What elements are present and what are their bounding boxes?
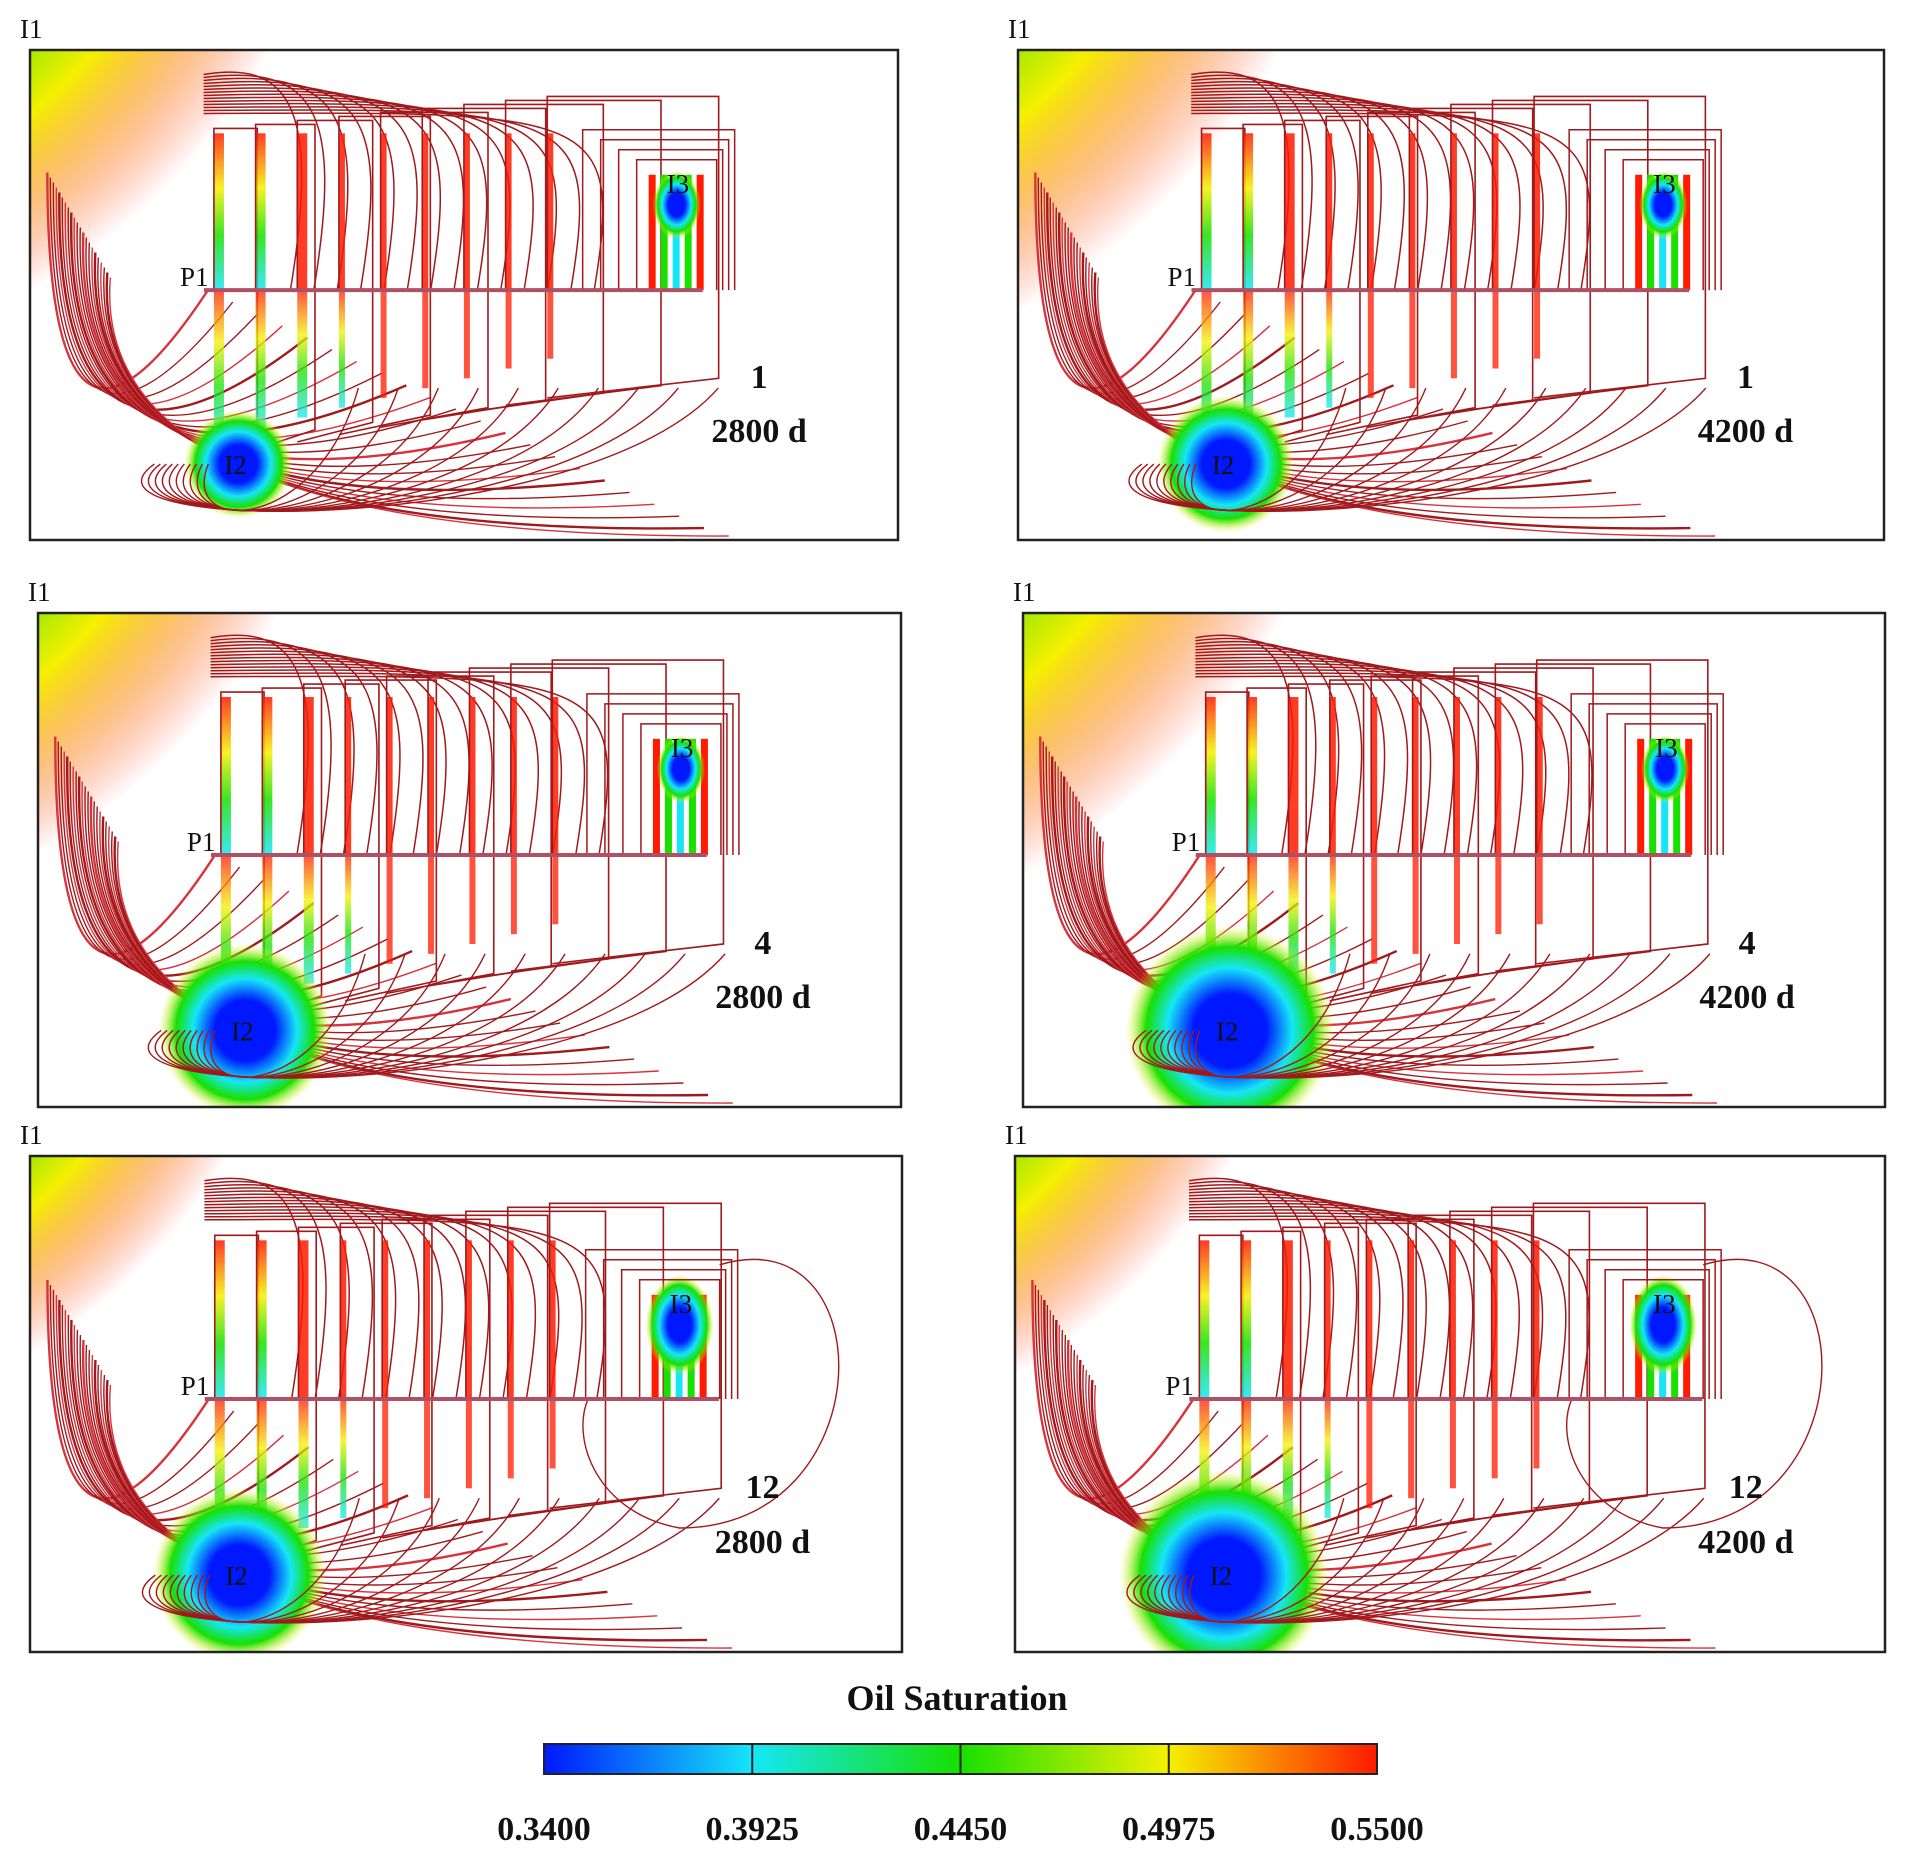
colorbar-tick-labels: 0.3400 0.3925 0.4450 0.4975 0.5500 <box>497 1811 1424 1848</box>
well-label-p1: P1 <box>187 827 216 857</box>
panel-frame <box>36 611 903 1109</box>
panel-5: I1 P1 I2 I3 12 2800 d <box>20 1120 904 1654</box>
colorbar-tick: 0.4975 <box>1122 1811 1216 1848</box>
injector-i3-region <box>581 129 736 291</box>
case-label: 1 <box>751 359 768 396</box>
panel-1: I1 P1 I2 I3 1 2800 d <box>20 14 900 542</box>
i2-streamlines <box>1128 387 1707 512</box>
case-label: 12 <box>745 1469 779 1506</box>
well-label-i3: I3 <box>1655 733 1678 763</box>
well-label-p1: P1 <box>1165 1371 1194 1401</box>
well-label-i3: I3 <box>1653 169 1676 199</box>
well-label-i1: I1 <box>1013 577 1036 607</box>
well-label-p1: P1 <box>1168 262 1197 292</box>
injector-i3-region <box>1568 129 1722 291</box>
fracture-columns <box>1198 1202 1706 1569</box>
well-label-i2: I2 <box>225 1561 248 1591</box>
injector-i1-plume <box>38 613 368 943</box>
injector-i3-region <box>582 1249 840 1529</box>
i2-streamlines <box>1126 1497 1705 1624</box>
fracture-columns <box>1200 95 1707 458</box>
i2-streamlines <box>141 387 719 512</box>
fracture-columns <box>220 659 725 1024</box>
injector-i3-region <box>586 693 740 856</box>
case-label: 4 <box>754 925 771 962</box>
time-label: 4200 d <box>1698 1524 1794 1561</box>
well-label-i1: I1 <box>28 577 51 607</box>
well-label-i1: I1 <box>20 14 43 44</box>
injector-i3-region <box>1570 693 1724 856</box>
oil-saturation-colorbar: Oil Saturation 0.3400 0.3925 0.4450 0.4975 0… <box>497 1678 1424 1848</box>
injector-i1-plume <box>1015 1156 1315 1456</box>
panel-2: I1 P1 I2 I3 1 4200 d <box>1008 14 1886 542</box>
well-label-i3: I3 <box>671 733 694 763</box>
case-label: 12 <box>1729 1469 1763 1506</box>
well-label-p1: P1 <box>1172 827 1201 857</box>
panel-6: I1 P1 I2 I3 12 4200 d <box>1005 1120 1887 1654</box>
injector-i2-plume <box>1119 1470 1329 1652</box>
well-label-i2: I2 <box>1210 1561 1233 1591</box>
i2-streamlines <box>147 953 726 1079</box>
colorbar-tick: 0.3925 <box>706 1811 800 1848</box>
colorbar-dividers <box>751 1744 1170 1774</box>
case-label: 1 <box>1737 359 1754 396</box>
time-label: 2800 d <box>715 979 811 1016</box>
well-label-i2: I2 <box>224 450 247 480</box>
well-label-i1: I1 <box>20 1120 43 1150</box>
well-label-i2: I2 <box>1212 450 1235 480</box>
injector-i2-plume <box>1125 926 1335 1107</box>
panel-frame <box>1021 611 1887 1109</box>
well-label-i3: I3 <box>1653 1289 1676 1319</box>
panel-frame <box>28 1154 904 1654</box>
panel-3: I1 P1 I2 I3 4 2800 d <box>28 577 903 1109</box>
fracture-columns <box>213 1202 723 1569</box>
panel-frame <box>1013 1154 1887 1654</box>
time-label: 2800 d <box>711 413 807 450</box>
i2-streamlines <box>142 1497 720 1624</box>
i2-streamlines <box>1132 953 1711 1079</box>
colorbar-tick: 0.5500 <box>1330 1811 1424 1848</box>
well-label-p1: P1 <box>181 1371 210 1401</box>
injector-i2-plume <box>184 410 293 519</box>
well-label-i2: I2 <box>231 1016 254 1046</box>
well-label-i3: I3 <box>667 169 690 199</box>
time-label: 4200 d <box>1698 413 1794 450</box>
panel-4: I1 P1 I2 I3 4 4200 d <box>1013 577 1887 1109</box>
injector-i1-plume <box>30 50 360 380</box>
time-label: 2800 d <box>715 1524 811 1561</box>
well-label-i1: I1 <box>1005 1120 1028 1150</box>
panel-frame <box>1016 48 1886 542</box>
case-label: 4 <box>1739 925 1756 962</box>
time-label: 4200 d <box>1699 979 1795 1016</box>
well-label-i3: I3 <box>670 1289 693 1319</box>
colorbar-title: Oil Saturation <box>846 1678 1067 1718</box>
fracture-columns <box>213 95 720 458</box>
colorbar-tick: 0.3400 <box>497 1811 591 1848</box>
panel-frame <box>28 48 900 542</box>
injector-i3-region <box>1565 1249 1823 1529</box>
well-label-i1: I1 <box>1008 14 1031 44</box>
injector-i1-plume <box>30 1156 300 1426</box>
well-label-i2: I2 <box>1216 1016 1239 1046</box>
well-label-p1: P1 <box>180 262 209 292</box>
colorbar-tick: 0.4450 <box>914 1811 1008 1848</box>
